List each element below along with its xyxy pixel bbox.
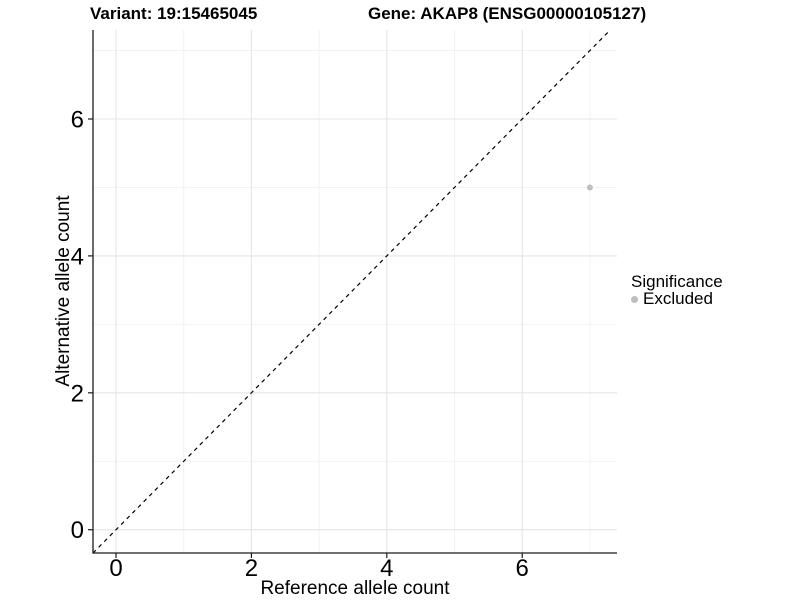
plot-title-variant: Variant: 19:15465045 (90, 4, 258, 23)
x-axis-title: Reference allele count (260, 578, 450, 599)
y-tick-label: 6 (71, 106, 84, 133)
x-tick-label: 6 (516, 555, 529, 582)
legend-item-label: Excluded (643, 289, 713, 308)
excluded-point-icon (631, 295, 638, 303)
plot-title-gene: Gene: AKAP8 (ENSG00000105127) (368, 4, 647, 23)
y-tick-label: 0 (71, 517, 84, 544)
y-tick-label: 4 (71, 243, 84, 270)
y-tick-label: 2 (71, 380, 84, 407)
x-tick-label: 2 (245, 555, 258, 582)
legend: Significance Excluded (631, 272, 723, 308)
data-point (586, 184, 593, 191)
legend-item-excluded: Excluded (631, 289, 723, 308)
identity-line (92, 29, 611, 554)
legend-title: Significance (631, 272, 723, 291)
y-axis-title: Alternative allele count (53, 195, 74, 387)
x-tick-label: 0 (109, 555, 122, 582)
x-tick-label: 4 (380, 555, 393, 582)
